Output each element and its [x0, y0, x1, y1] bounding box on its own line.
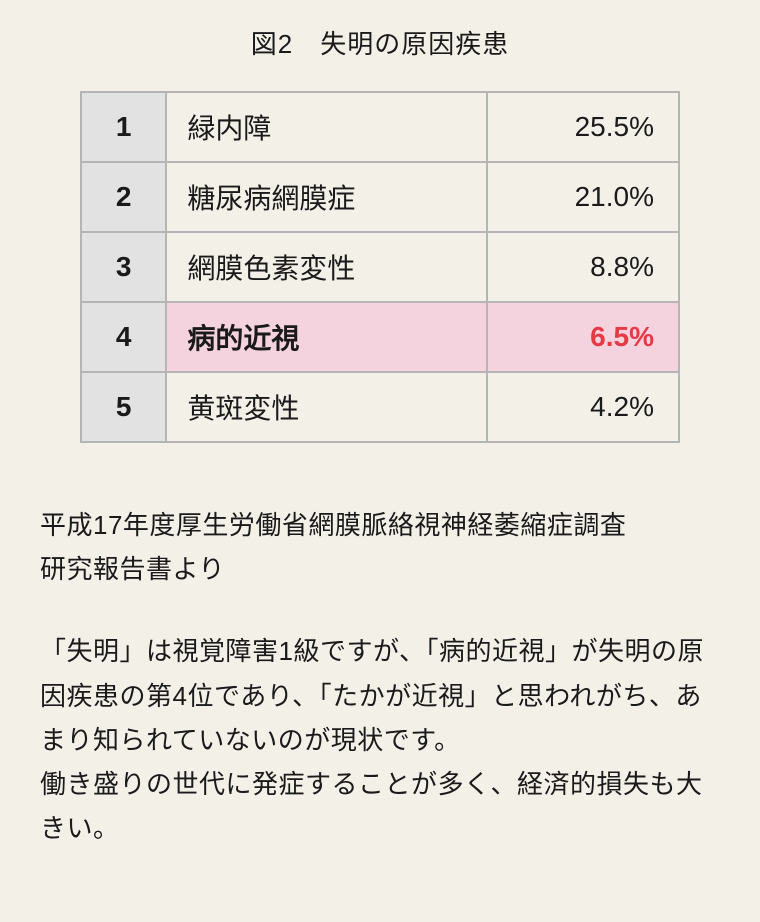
- disease-cell: 網膜色素変性: [166, 232, 486, 302]
- source-line-1: 平成17年度厚生労働省網膜脈絡視神経萎縮症調査: [40, 510, 626, 540]
- table-row: 5黄斑変性4.2%: [81, 372, 679, 442]
- percent-cell: 4.2%: [487, 372, 679, 442]
- table-row: 3網膜色素変性8.8%: [81, 232, 679, 302]
- disease-cell: 黄斑変性: [166, 372, 486, 442]
- rank-cell: 1: [81, 92, 166, 162]
- figure-title: 図2 失明の原因疾患: [40, 24, 720, 61]
- source-line-2: 研究報告書より: [40, 554, 225, 584]
- rank-cell: 5: [81, 372, 166, 442]
- disease-cell: 病的近視: [166, 302, 486, 372]
- percent-cell: 21.0%: [487, 162, 679, 232]
- percent-cell: 25.5%: [487, 92, 679, 162]
- causes-table-container: 1緑内障25.5%2糖尿病網膜症21.0%3網膜色素変性8.8%4病的近視6.5…: [80, 91, 680, 443]
- table-row: 1緑内障25.5%: [81, 92, 679, 162]
- percent-cell: 8.8%: [487, 232, 679, 302]
- causes-table: 1緑内障25.5%2糖尿病網膜症21.0%3網膜色素変性8.8%4病的近視6.5…: [80, 91, 680, 443]
- rank-cell: 4: [81, 302, 166, 372]
- rank-cell: 3: [81, 232, 166, 302]
- body-para-1: 「失明」は視覚障害1級ですが、「病的近視」が失明の原因疾患の第4位であり、「たか…: [40, 636, 704, 754]
- source-citation: 平成17年度厚生労働省網膜脈絡視神経萎縮症調査 研究報告書より: [40, 503, 720, 591]
- table-row: 2糖尿病網膜症21.0%: [81, 162, 679, 232]
- table-row: 4病的近視6.5%: [81, 302, 679, 372]
- rank-cell: 2: [81, 162, 166, 232]
- percent-cell: 6.5%: [487, 302, 679, 372]
- body-paragraph: 「失明」は視覚障害1級ですが、「病的近視」が失明の原因疾患の第4位であり、「たか…: [40, 629, 720, 850]
- body-para-2: 働き盛りの世代に発症することが多く、経済的損失も大きい。: [40, 769, 703, 843]
- disease-cell: 糖尿病網膜症: [166, 162, 486, 232]
- disease-cell: 緑内障: [166, 92, 486, 162]
